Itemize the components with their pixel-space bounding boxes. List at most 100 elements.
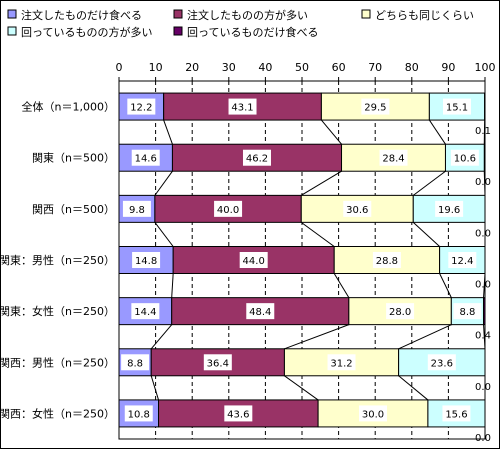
data-label-1-4: 15.1 — [446, 103, 468, 114]
legend-swatch-3 — [361, 9, 371, 19]
data-label-7-5: 0.0 — [475, 433, 491, 444]
data-label-4-2: 44.0 — [243, 256, 265, 267]
data-label-2-3: 28.4 — [382, 154, 404, 165]
data-label-2-1: 14.6 — [135, 154, 157, 165]
data-label-bg-7-1 — [124, 405, 153, 422]
data-label-bg-1-1 — [127, 98, 156, 115]
data-label-bg-2-3 — [379, 149, 408, 166]
data-label-3-5: 0.0 — [475, 228, 491, 239]
category-label-3: 関西（n＝500） — [32, 203, 115, 216]
category-label-7: 関西：女性（n＝250） — [1, 406, 115, 420]
legend-swatch-4 — [7, 26, 17, 36]
data-label-7-4: 15.6 — [445, 409, 467, 420]
x-tick-label-80: 80 — [405, 61, 419, 74]
category-label-2: 関東（n＝500） — [32, 152, 115, 165]
data-labels: 12.2 43.1 29.5 15.1 0.1 14.6 46.2 28.4 10.6 0.0 9.… — [121, 98, 491, 444]
series-line-5-2 — [284, 324, 350, 350]
category-label-6: 関西：男性（n＝250） — [1, 355, 115, 369]
data-label-bg-7-4 — [442, 405, 471, 422]
category-labels: 全体（n＝1,000） 関東（n＝500） 関西（n＝500） 関東：男性（n＝250… — [1, 100, 115, 421]
data-label-bg-3-2 — [214, 200, 243, 217]
data-label-2-5: 0.0 — [475, 177, 491, 188]
x-tick-label-20: 20 — [185, 61, 199, 74]
data-label-1-5: 0.1 — [475, 126, 491, 137]
category-label-4: 関東：男性（n＝250） — [1, 253, 115, 267]
category-label-5: 関東：女性（n＝250） — [1, 304, 115, 318]
data-label-bg-2-1 — [131, 149, 160, 166]
data-label-4-5: 0.0 — [475, 280, 491, 291]
x-tick-label-60: 60 — [332, 61, 346, 74]
bar-5-series-1 — [118, 297, 173, 326]
data-label-4-1: 14.8 — [135, 256, 157, 267]
x-tick-label-100: 100 — [475, 61, 496, 74]
series-line-6-3 — [398, 375, 429, 401]
data-label-bg-2-2 — [242, 149, 271, 166]
series-line-5-4 — [483, 324, 486, 349]
data-label-3-1: 9.8 — [129, 205, 145, 216]
x-tick-label-40: 40 — [258, 61, 272, 74]
data-label-6-5: 0.0 — [475, 382, 491, 393]
data-label-6-2: 36.4 — [207, 358, 229, 369]
series-line-4-3 — [439, 273, 452, 298]
data-label-bg-7-3 — [359, 405, 388, 422]
data-label-6-3: 31.2 — [330, 358, 352, 369]
x-tick-label-10: 10 — [149, 61, 163, 74]
legend: 注文したものだけ食べる 注文したものの方が多い どちらも同じくらい回っているものの方… — [7, 8, 474, 39]
data-label-2-4: 10.6 — [454, 154, 476, 165]
data-label-bg-6-2 — [203, 354, 232, 371]
data-label-bg-3-3 — [343, 200, 372, 217]
series-line-1-3 — [428, 119, 446, 145]
series-line-4-2 — [333, 273, 350, 298]
data-label-bg-4-1 — [132, 252, 161, 268]
series-line-5-1 — [150, 324, 173, 350]
data-label-bg-4-2 — [239, 252, 268, 268]
data-label-1-3: 29.5 — [364, 103, 386, 114]
data-label-3-3: 30.6 — [346, 205, 368, 216]
data-label-4-3: 28.8 — [376, 256, 398, 267]
data-label-bg-1-3 — [361, 98, 390, 115]
data-label-bg-5-3 — [386, 303, 415, 320]
data-label-7-2: 43.6 — [227, 409, 249, 420]
data-label-bg-6-1 — [121, 354, 150, 371]
x-tick-label-50: 50 — [295, 61, 309, 74]
data-label-bg-4-3 — [372, 252, 401, 268]
data-label-6-4: 23.6 — [431, 358, 453, 369]
series-line-6-2 — [284, 375, 319, 401]
series-line-3-1 — [154, 222, 174, 247]
legend-label-1: 注文したものだけ食べる — [21, 8, 142, 22]
data-label-7-1: 10.8 — [128, 409, 150, 420]
x-tick-label-0: 0 — [116, 61, 123, 74]
data-label-1-2: 43.1 — [231, 103, 253, 114]
data-label-bg-2-4 — [450, 149, 479, 166]
series-line-1-1 — [163, 119, 173, 145]
data-label-2-2: 46.2 — [246, 154, 268, 165]
data-label-5-5: 0.4 — [475, 331, 491, 342]
legend-swatch-5 — [173, 26, 183, 36]
data-label-bg-5-2 — [246, 303, 275, 320]
series-line-2-4 — [483, 171, 486, 196]
x-tick-label-90: 90 — [441, 61, 455, 74]
category-label-1: 全体（n＝1,000） — [22, 100, 115, 114]
data-label-3-4: 19.6 — [438, 205, 460, 216]
data-label-5-1: 14.4 — [134, 307, 156, 318]
series-lines — [150, 119, 486, 401]
data-label-bg-4-4 — [448, 252, 477, 268]
data-label-bg-5-4 — [453, 303, 482, 320]
data-label-bg-1-4 — [443, 98, 472, 115]
data-label-bg-7-2 — [224, 405, 253, 422]
data-label-bg-3-1 — [122, 200, 151, 217]
series-line-5-3 — [398, 324, 452, 350]
series-line-1-2 — [321, 119, 342, 145]
series-line-2-3 — [412, 170, 446, 196]
legend-swatch-2 — [173, 9, 183, 19]
series-line-4-4 — [483, 273, 486, 298]
series-line-6-1 — [150, 375, 160, 401]
data-label-bg-6-4 — [427, 354, 456, 371]
data-label-bg-5-1 — [131, 303, 160, 320]
data-label-4-4: 12.4 — [451, 256, 473, 267]
series-line-2-1 — [154, 170, 173, 196]
series-line-4-1 — [171, 273, 174, 298]
data-label-1-1: 12.2 — [130, 103, 152, 114]
